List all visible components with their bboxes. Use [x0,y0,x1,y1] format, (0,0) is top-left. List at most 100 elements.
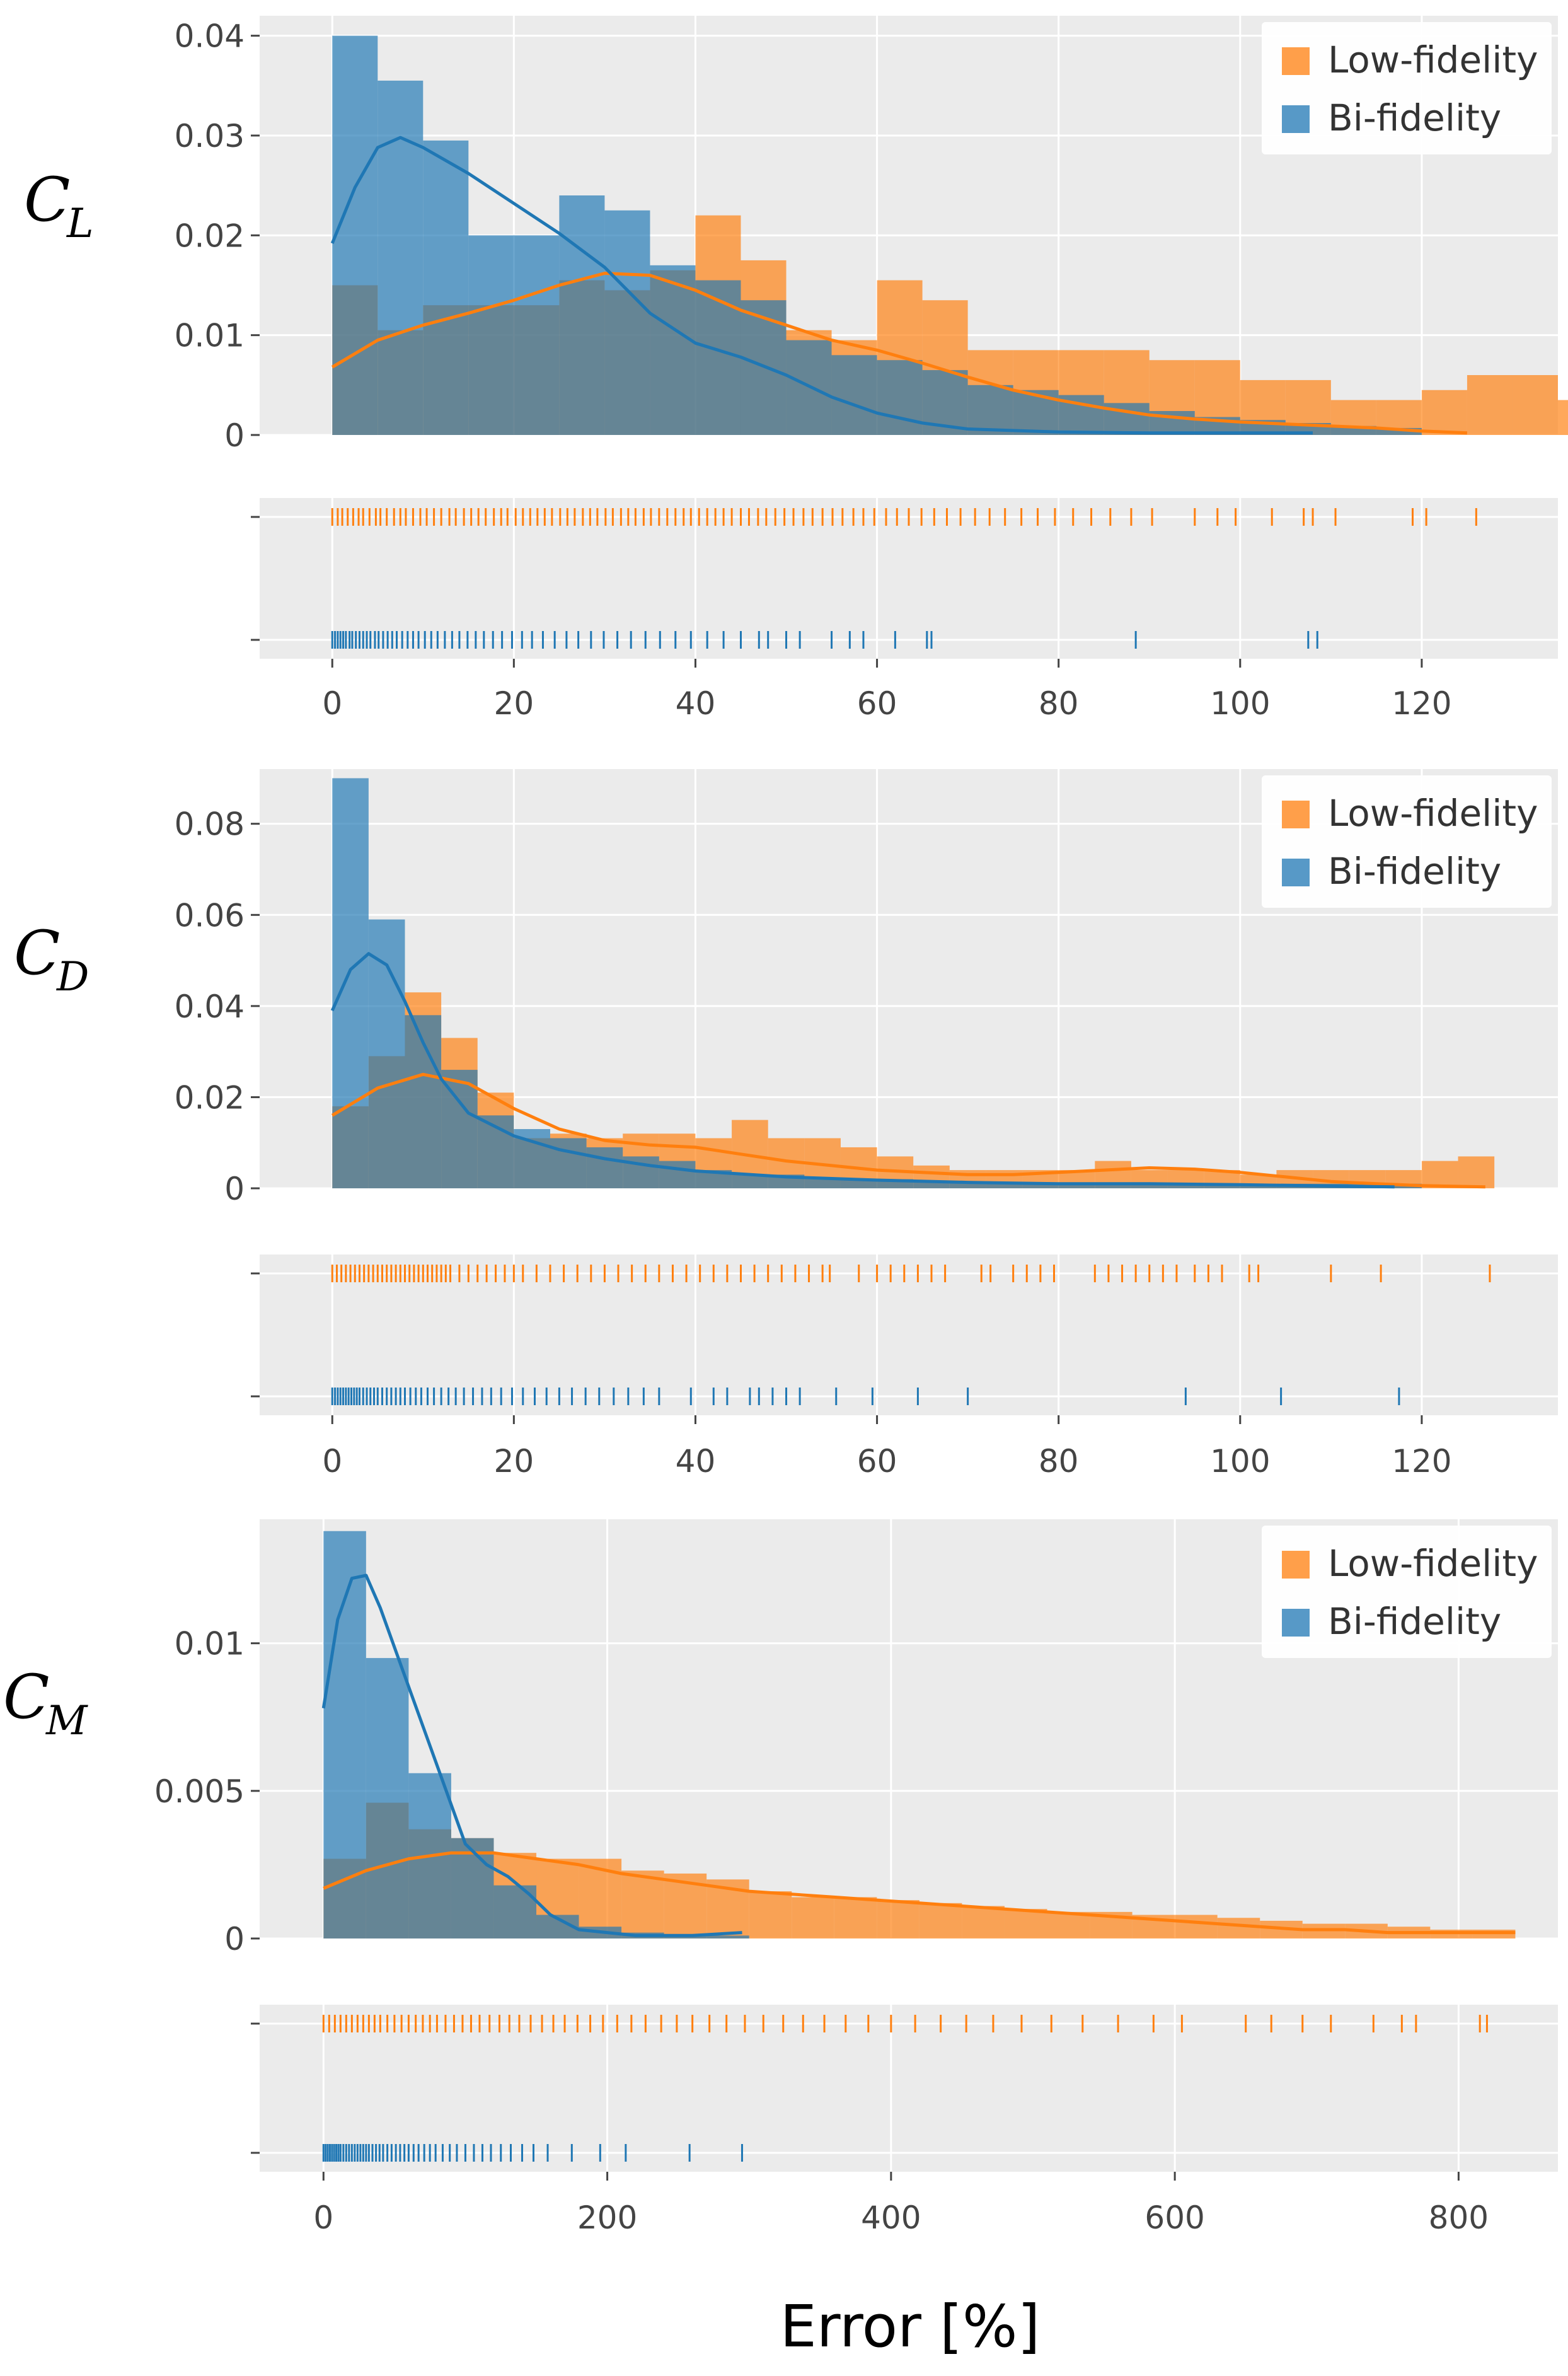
blue-hist-bar [1131,1183,1168,1188]
blue-hist-bar [967,385,1013,435]
blue-hist-bar [831,355,877,435]
blue-hist-bar [1013,390,1059,435]
blue-hist-bar [586,1147,623,1188]
x-tick-label: 40 [676,1443,716,1480]
y-tick-label: 0 [224,1171,245,1207]
blue-hist-bar [804,1179,841,1188]
blue-kde-curve [321,1573,742,1937]
orange-kde-curve [331,1072,1485,1189]
blue-hist-bar [468,235,514,435]
x-tick-label: 40 [676,685,716,722]
orange-kde-curve [323,1851,1516,1935]
blue-hist-bar [1376,427,1422,435]
blue-hist-bar [332,778,369,1188]
blue-hist-bar [368,919,405,1188]
blue-kde-curve [330,952,1395,1189]
x-tick-label: 80 [1039,1443,1079,1480]
orange-legend-swatch [1282,1551,1310,1579]
y-tick-label: 0.01 [175,318,245,354]
y-tick-label: 0.01 [175,1626,245,1662]
orange-hist-bar [1467,375,1513,435]
legend-box [1262,775,1552,908]
x-tick-label: 400 [861,2199,921,2236]
coefficient-label: C [14,918,60,988]
blue-hist-bar [650,265,696,435]
y-tick-label: 0.02 [175,1079,245,1116]
rug-plot-area [260,1255,1558,1415]
orange-legend-swatch [1282,47,1310,75]
orange-hist-bar [1004,1909,1047,1938]
blue-hist-bar [1022,1183,1059,1188]
blue-hist-bar [1058,1183,1095,1188]
blue-legend-swatch [1282,105,1310,133]
x-tick-label: 100 [1210,685,1270,722]
coefficient-subscript: L [66,200,94,247]
x-tick-label: 600 [1144,2199,1204,2236]
legend-label: Low-fidelity [1328,1542,1538,1585]
blue-hist-bar [659,1161,696,1188]
blue-hist-bar [913,1181,950,1188]
blue-hist-bar [986,1183,1023,1188]
x-tick-label: 800 [1429,2199,1489,2236]
blue-legend-swatch [1282,1609,1310,1637]
blue-hist-bar [550,1138,587,1188]
panel-cd: 0 0.02 0.04 0.06 0.08 Low-fidelity Bi-fidelity… [14,769,1558,1480]
panel-cm: 0 0.005 0.01 Low-fidelity Bi-fidelity CM 0 200 4… [3,1519,1558,2236]
blue-kde-curve [330,136,1313,435]
x-tick-label: 60 [857,685,897,722]
y-tick-label: 0.005 [154,1773,245,1810]
orange-hist-bar [1421,390,1467,435]
y-tick-label: 0.04 [175,988,245,1025]
blue-hist-bar [695,280,741,435]
blue-hist-bar [378,80,424,435]
blue-hist-bar [732,1174,768,1188]
blue-hist-bar [514,235,560,435]
y-tick-label: 0.04 [175,18,245,55]
blue-hist-bar [451,1838,494,1938]
blue-hist-bar [1167,1183,1204,1188]
coefficient-subscript: D [56,954,89,1000]
x-tick-label: 200 [577,2199,637,2236]
orange-kde-curve [331,272,1468,435]
blue-hist-bar [323,1531,366,1938]
y-tick-label: 0 [224,417,245,454]
orange-hist-bar [1458,1156,1495,1188]
orange-hist-bar [1512,375,1558,435]
coefficient-label: C [3,1662,49,1732]
orange-hist-bar [792,1897,834,1938]
y-tick-label: 0.03 [175,118,245,154]
blue-hist-bar [1095,1183,1131,1188]
x-tick-label: 100 [1210,1443,1270,1480]
x-axis-label: Error [%] [780,2293,1041,2360]
blue-hist-bar [332,35,378,435]
blue-hist-bar [441,1070,478,1188]
orange-hist-bar [621,1870,664,1938]
x-tick-label: 80 [1039,685,1079,722]
orange-hist-bar [962,1906,1005,1938]
x-tick-label: 0 [313,2199,333,2236]
blue-hist-bar [840,1179,877,1188]
x-tick-label: 60 [857,1443,897,1480]
orange-hist-bar [919,1903,962,1938]
y-tick-label: 0.06 [175,897,245,934]
rug-plot-area [260,2005,1558,2172]
blue-hist-bar [423,140,469,435]
x-tick-label: 20 [494,685,534,722]
legend-box [1262,1526,1552,1658]
x-tick-label: 120 [1392,685,1451,722]
blue-hist-bar [604,210,650,435]
legend-box [1262,22,1552,154]
orange-hist-bar [749,1891,792,1938]
orange-hist-bar [877,1900,919,1938]
coefficient-label: C [24,165,70,235]
orange-legend-swatch [1282,801,1310,828]
legend-label: Bi-fidelity [1328,1600,1501,1643]
legend-label: Bi-fidelity [1328,850,1501,893]
blue-hist-bar [706,1935,749,1938]
y-tick-label: 0.08 [175,806,245,843]
orange-hist-bar [1217,1918,1260,1938]
panel-cl: 0 0.01 0.02 0.03 0.04 Low-fidelity Bi-fidelity… [24,16,1568,722]
blue-hist-bar [366,1658,409,1938]
blue-hist-bar [877,360,923,435]
